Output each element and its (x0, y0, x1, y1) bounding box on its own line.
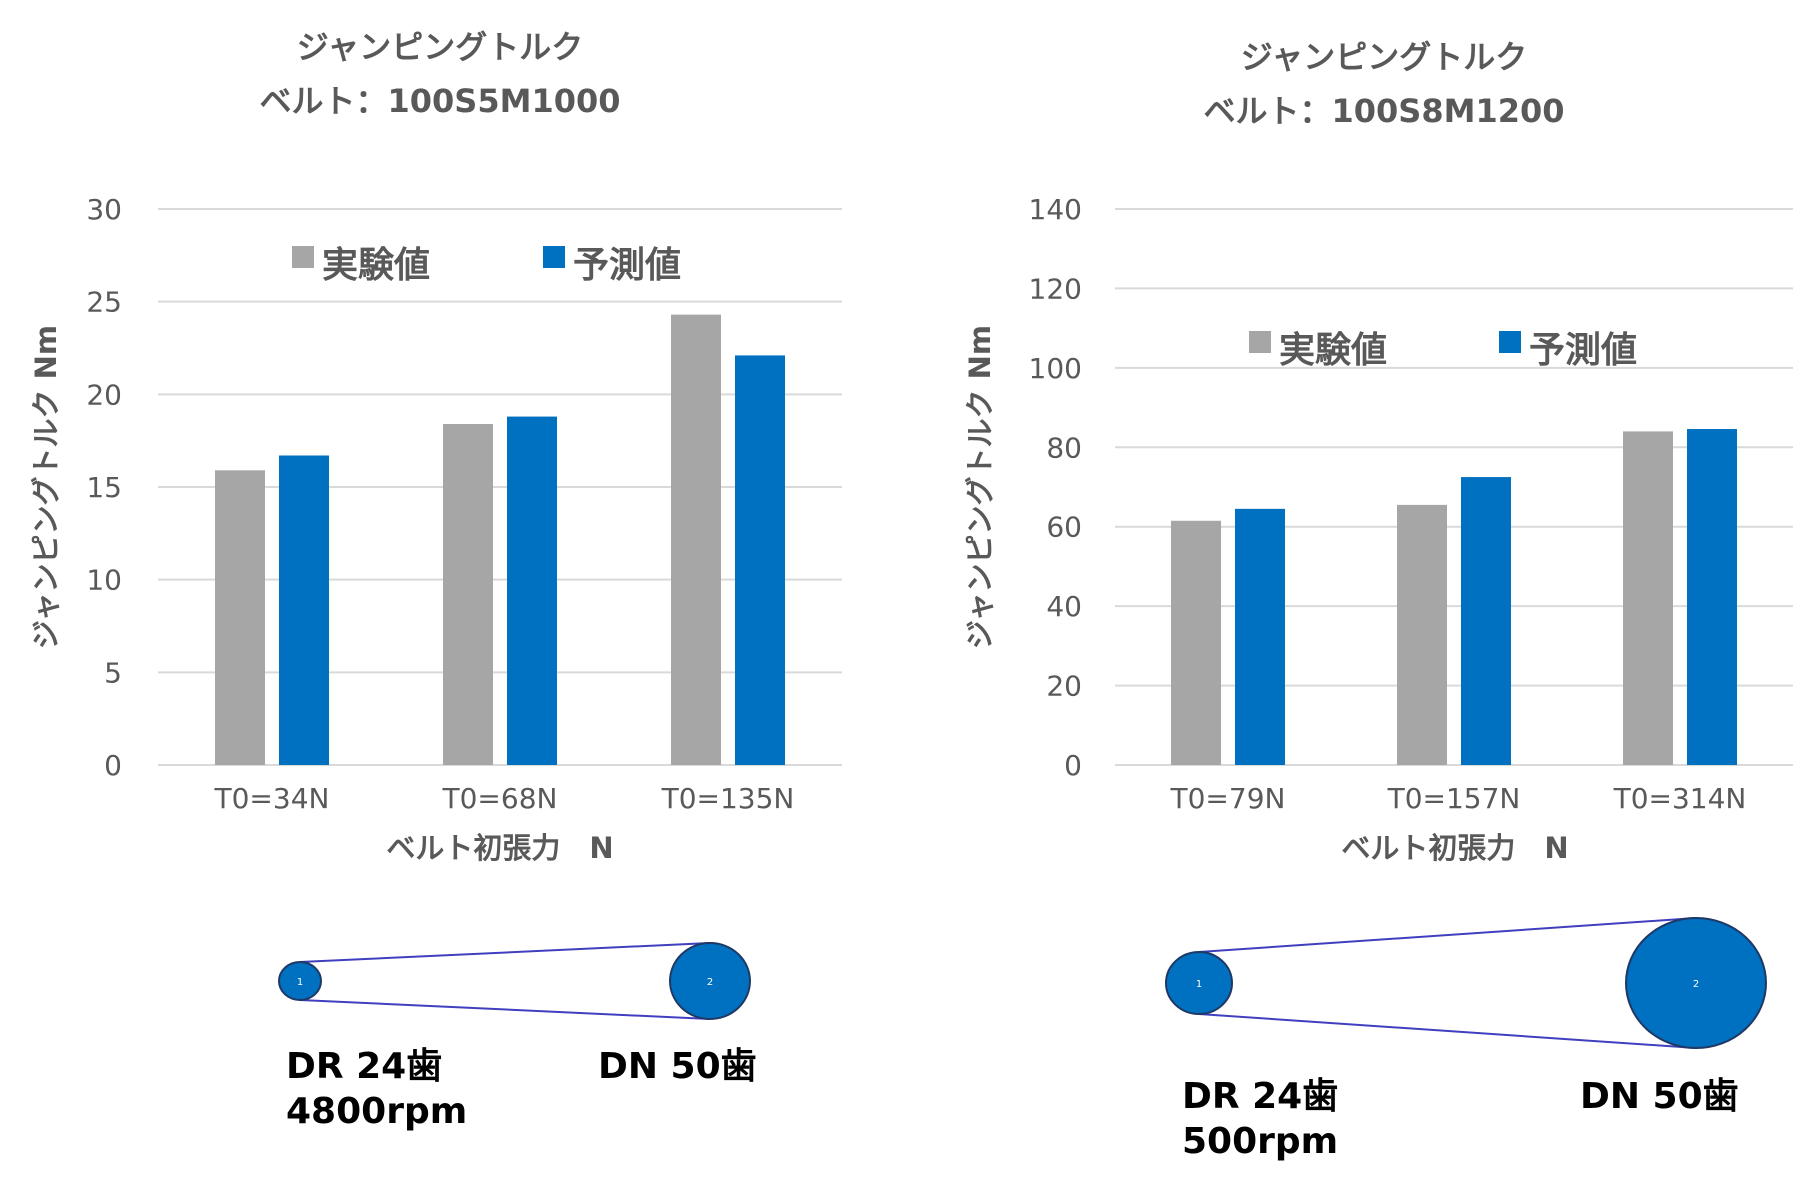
bar-prediction (1235, 508, 1285, 765)
bar-prediction (1687, 429, 1737, 765)
x-category-label: T0=34N (214, 782, 330, 815)
driver-spec-line: 4800rpm (286, 1091, 467, 1132)
belt-line (299, 999, 711, 1020)
chart-title-line-1: ジャンピングトルク (297, 28, 583, 66)
y-tick-label: 60 (1046, 511, 1082, 544)
x-category-label: T0=157N (1387, 782, 1521, 815)
y-tick-label: 40 (1046, 590, 1082, 623)
x-category-label: T0=79N (1170, 782, 1286, 815)
y-tick-label: 20 (1046, 670, 1082, 703)
driven-pulley (669, 942, 751, 1020)
driver-spec-line: 500rpm (1182, 1121, 1338, 1162)
chart-title-line-1: ジャンピングトルク (1241, 38, 1527, 76)
driven-pulley-number: 2 (1693, 979, 1699, 990)
legend-label: 予測値 (1529, 330, 1637, 371)
legend-swatch (543, 246, 565, 268)
bar-experiment (1397, 504, 1447, 765)
y-tick-label: 0 (1064, 749, 1082, 782)
bar-prediction (279, 455, 329, 765)
y-tick-label: 80 (1046, 431, 1082, 464)
y-tick-label: 20 (86, 378, 122, 411)
chart-title-line-2: ベルト：100S8M1200 (1203, 92, 1564, 130)
x-axis-label: ベルト初張力 N (386, 831, 613, 865)
y-tick-label: 120 (1029, 272, 1082, 305)
bar-experiment (1623, 431, 1673, 765)
legend-swatch (1249, 331, 1271, 353)
legend-label: 実験値 (322, 245, 430, 286)
driven-spec-line: DN 50歯 (1580, 1076, 1739, 1117)
bar-experiment (443, 423, 493, 765)
y-tick-label: 140 (1029, 193, 1082, 226)
bar-experiment (671, 314, 721, 765)
bar-prediction (735, 355, 785, 765)
y-tick-label: 10 (86, 564, 122, 597)
belt-line (1198, 917, 1697, 953)
legend-label: 予測値 (573, 245, 681, 286)
y-tick-label: 30 (86, 193, 122, 226)
bar-experiment (215, 470, 265, 765)
driver-pulley (1165, 951, 1233, 1015)
chart-title-line-2: ベルト：100S5M1000 (259, 82, 620, 120)
driven-pulley (1625, 917, 1767, 1049)
x-category-label: T0=135N (661, 782, 795, 815)
belt-line (299, 942, 711, 963)
y-tick-label: 100 (1029, 352, 1082, 385)
driver-pulley (278, 961, 322, 1001)
y-tick-label: 5 (104, 656, 122, 689)
belt-line (1198, 1013, 1697, 1049)
y-tick-label: 25 (86, 286, 122, 319)
x-axis-label: ベルト初張力 N (1341, 831, 1568, 865)
y-tick-label: 0 (104, 749, 122, 782)
y-axis-label: ジャンピングトルク Nm (29, 325, 63, 649)
driver-pulley-number: 1 (1196, 979, 1202, 990)
driver-pulley-number: 1 (297, 977, 303, 988)
driven-spec-line: DN 50歯 (598, 1046, 757, 1087)
legend-label: 実験値 (1279, 330, 1387, 371)
driver-spec-line: DR 24歯 (286, 1046, 442, 1087)
legend-swatch (1499, 331, 1521, 353)
y-tick-label: 15 (86, 471, 122, 504)
x-category-label: T0=314N (1613, 782, 1747, 815)
bar-prediction (507, 416, 557, 765)
driven-pulley-number: 2 (707, 977, 713, 988)
x-category-label: T0=68N (442, 782, 558, 815)
y-axis-label: ジャンピングトルク Nm (963, 325, 997, 649)
driver-spec-line: DR 24歯 (1182, 1076, 1338, 1117)
legend-swatch (292, 246, 314, 268)
bar-prediction (1461, 477, 1511, 765)
bar-experiment (1171, 520, 1221, 765)
